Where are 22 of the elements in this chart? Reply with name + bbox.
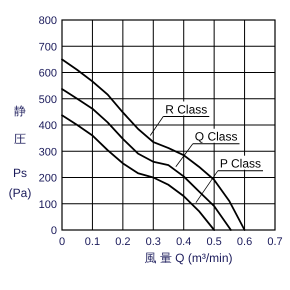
y-tick-label: 400 — [38, 120, 57, 132]
x-tick-label: 0.1 — [84, 236, 100, 248]
text: 静圧 Ps (Pa) — [8, 104, 32, 200]
x-tick-label: 0.3 — [146, 236, 161, 248]
x-tick-label: 0.2 — [115, 236, 131, 248]
x-tick-label: 0.5 — [206, 236, 222, 248]
y-tick-label: 700 — [38, 41, 57, 54]
x-tick-label: 0.6 — [236, 236, 252, 248]
x-tick-label: 0.4 — [176, 236, 192, 248]
x-tick-label: 0 — [58, 236, 66, 248]
y-tick-label: 100 — [38, 198, 57, 211]
y-tick-label: 600 — [38, 68, 57, 80]
y-tick-label: 800 — [38, 15, 57, 27]
x-tick-label: 0.7 — [267, 236, 283, 248]
x-axis-title: 風 量 Q (m³/min) — [144, 251, 232, 265]
annotation: P Class — [220, 156, 262, 171]
annotation: R Class — [165, 102, 208, 116]
annotation: Q Class — [194, 130, 238, 144]
y-tick-label: 200 — [38, 172, 57, 184]
y-tick-label: 300 — [38, 146, 57, 158]
y-tick-label: 0 — [50, 225, 57, 237]
y-tick-label: 500 — [38, 94, 57, 106]
